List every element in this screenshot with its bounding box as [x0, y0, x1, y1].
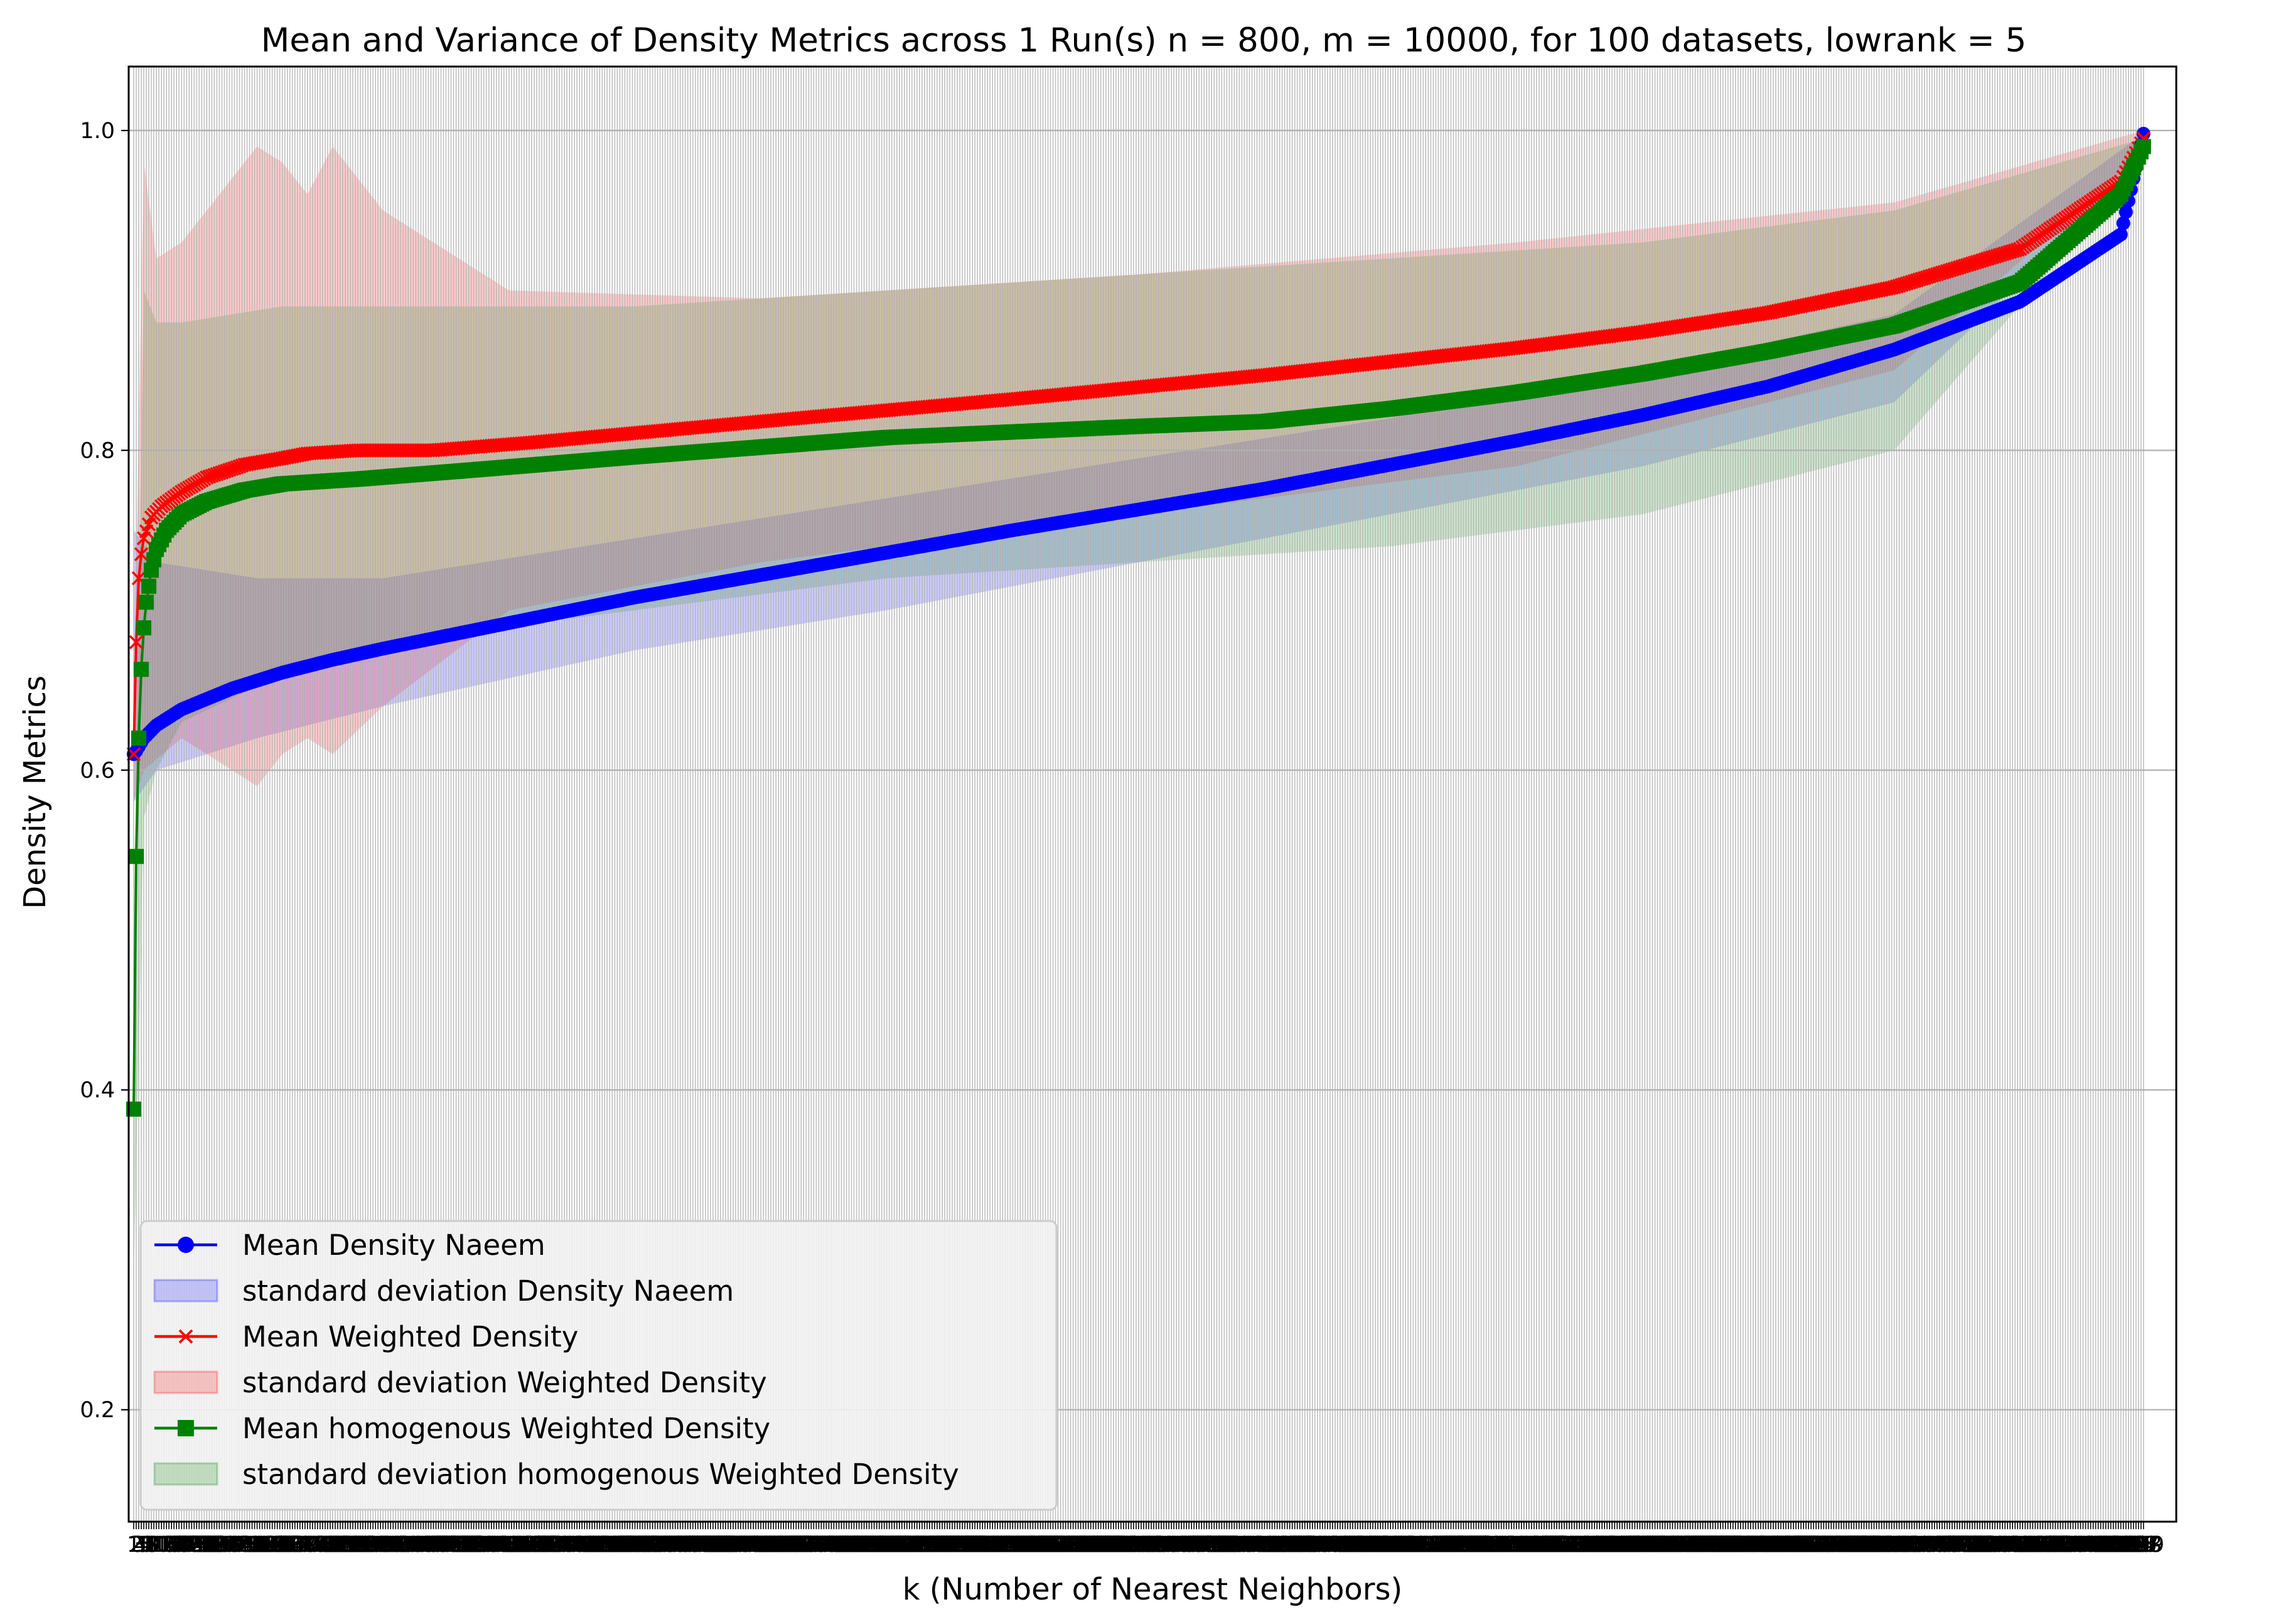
point-marker	[205, 468, 219, 483]
point-marker	[2119, 205, 2133, 219]
legend-patch-swatch	[153, 1462, 218, 1486]
y-tick-label: 0.6	[80, 758, 115, 783]
point-marker	[210, 466, 224, 481]
mean-markers	[126, 127, 2151, 1117]
point-marker	[2116, 216, 2130, 230]
point-marker	[217, 464, 232, 479]
point-marker	[134, 662, 149, 677]
legend-marker	[178, 1420, 194, 1436]
legend-label: Mean homogenous Weighted Density	[242, 1412, 770, 1445]
point-marker	[139, 594, 154, 610]
legend-entry-6: standard deviation homogenous Weighted D…	[153, 1458, 959, 1491]
x-axis-label: k (Number of Nearest Neighbors)	[903, 1572, 1403, 1607]
point-marker	[225, 461, 239, 476]
legend-label: standard deviation Weighted Density	[242, 1366, 767, 1399]
point-marker	[2135, 139, 2151, 154]
std-band-3	[134, 138, 2144, 1282]
point-marker	[200, 470, 214, 485]
point-marker	[136, 620, 152, 636]
point-marker	[134, 547, 149, 562]
legend-label: standard deviation homogenous Weighted D…	[242, 1458, 959, 1491]
legend-patch-swatch	[153, 1370, 218, 1394]
plot-area	[126, 65, 2178, 1523]
y-tick-label: 0.2	[80, 1398, 115, 1423]
legend-label: Mean Density Naeem	[242, 1229, 545, 1262]
x-tick-labels: 1234567891011121314151617181920212223242…	[127, 1532, 2164, 1557]
y-axis-label: Density Metrics	[18, 675, 53, 909]
x-tick-label: 799	[2122, 1532, 2164, 1557]
point-marker	[2113, 227, 2128, 242]
point-marker	[227, 461, 242, 475]
point-marker	[220, 463, 234, 478]
legend-label: Mean Weighted Density	[242, 1320, 578, 1353]
legend-patch-swatch	[153, 1279, 218, 1303]
legend-entry-5: Mean homogenous Weighted Density	[154, 1412, 770, 1445]
point-marker	[131, 730, 146, 746]
horizontal-gridlines	[129, 129, 2176, 1411]
point-marker	[212, 466, 227, 481]
point-marker	[129, 635, 144, 650]
vertical-k-lines	[133, 67, 2144, 1522]
point-marker	[222, 463, 237, 477]
legend-entry-4: standard deviation Weighted Density	[153, 1366, 767, 1399]
y-tick-label: 0.8	[80, 438, 115, 463]
markers-series-3	[126, 139, 2151, 1117]
k-gridlines	[133, 67, 2144, 1522]
legend: Mean Density Naeem standard deviation Den…	[139, 1220, 1058, 1511]
chart-title: Mean and Variance of Density Metrics acr…	[261, 21, 2027, 60]
point-marker	[207, 468, 222, 482]
point-marker	[230, 460, 244, 475]
y-tick-label: 1.0	[80, 119, 115, 144]
legend-marker	[178, 1237, 194, 1253]
point-marker	[141, 578, 157, 594]
legend-label: standard deviation Density Naeem	[242, 1274, 734, 1308]
point-marker	[202, 470, 217, 484]
y-tick-label: 0.4	[80, 1078, 115, 1103]
point-marker	[129, 849, 144, 864]
point-marker	[2007, 243, 2022, 258]
point-marker	[215, 465, 229, 480]
